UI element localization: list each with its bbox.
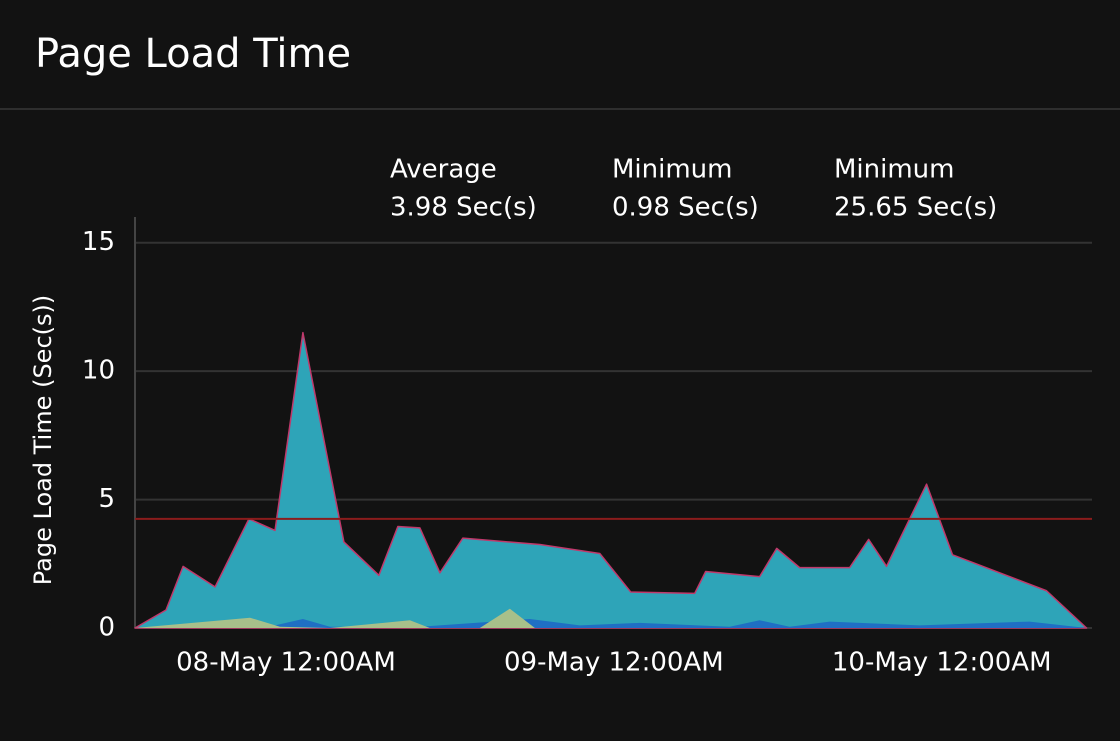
x-tick-label: 10-May 12:00AM	[832, 648, 1052, 678]
x-tick-label: 08-May 12:00AM	[176, 648, 396, 678]
y-tick-label: 5	[98, 484, 115, 514]
stat-value: 0.98 Sec(s)	[612, 193, 759, 223]
x-tick-label: 09-May 12:00AM	[504, 648, 724, 678]
y-tick-label: 0	[98, 613, 115, 643]
area	[135, 619, 1087, 628]
y-tick-label: 15	[82, 227, 115, 257]
stat-label: Minimum	[612, 155, 733, 185]
area	[135, 608, 1087, 628]
y-axis-label: Page Load Time (Sec(s))	[29, 295, 57, 585]
stat-value: 25.65 Sec(s)	[834, 193, 997, 223]
stat-label: Average	[390, 155, 497, 185]
stat-value: 3.98 Sec(s)	[390, 193, 537, 223]
panel-title: Page Load Time	[35, 31, 351, 77]
stat-label: Minimum	[834, 155, 955, 185]
area	[134, 331, 1088, 629]
y-tick-label: 10	[82, 356, 115, 386]
